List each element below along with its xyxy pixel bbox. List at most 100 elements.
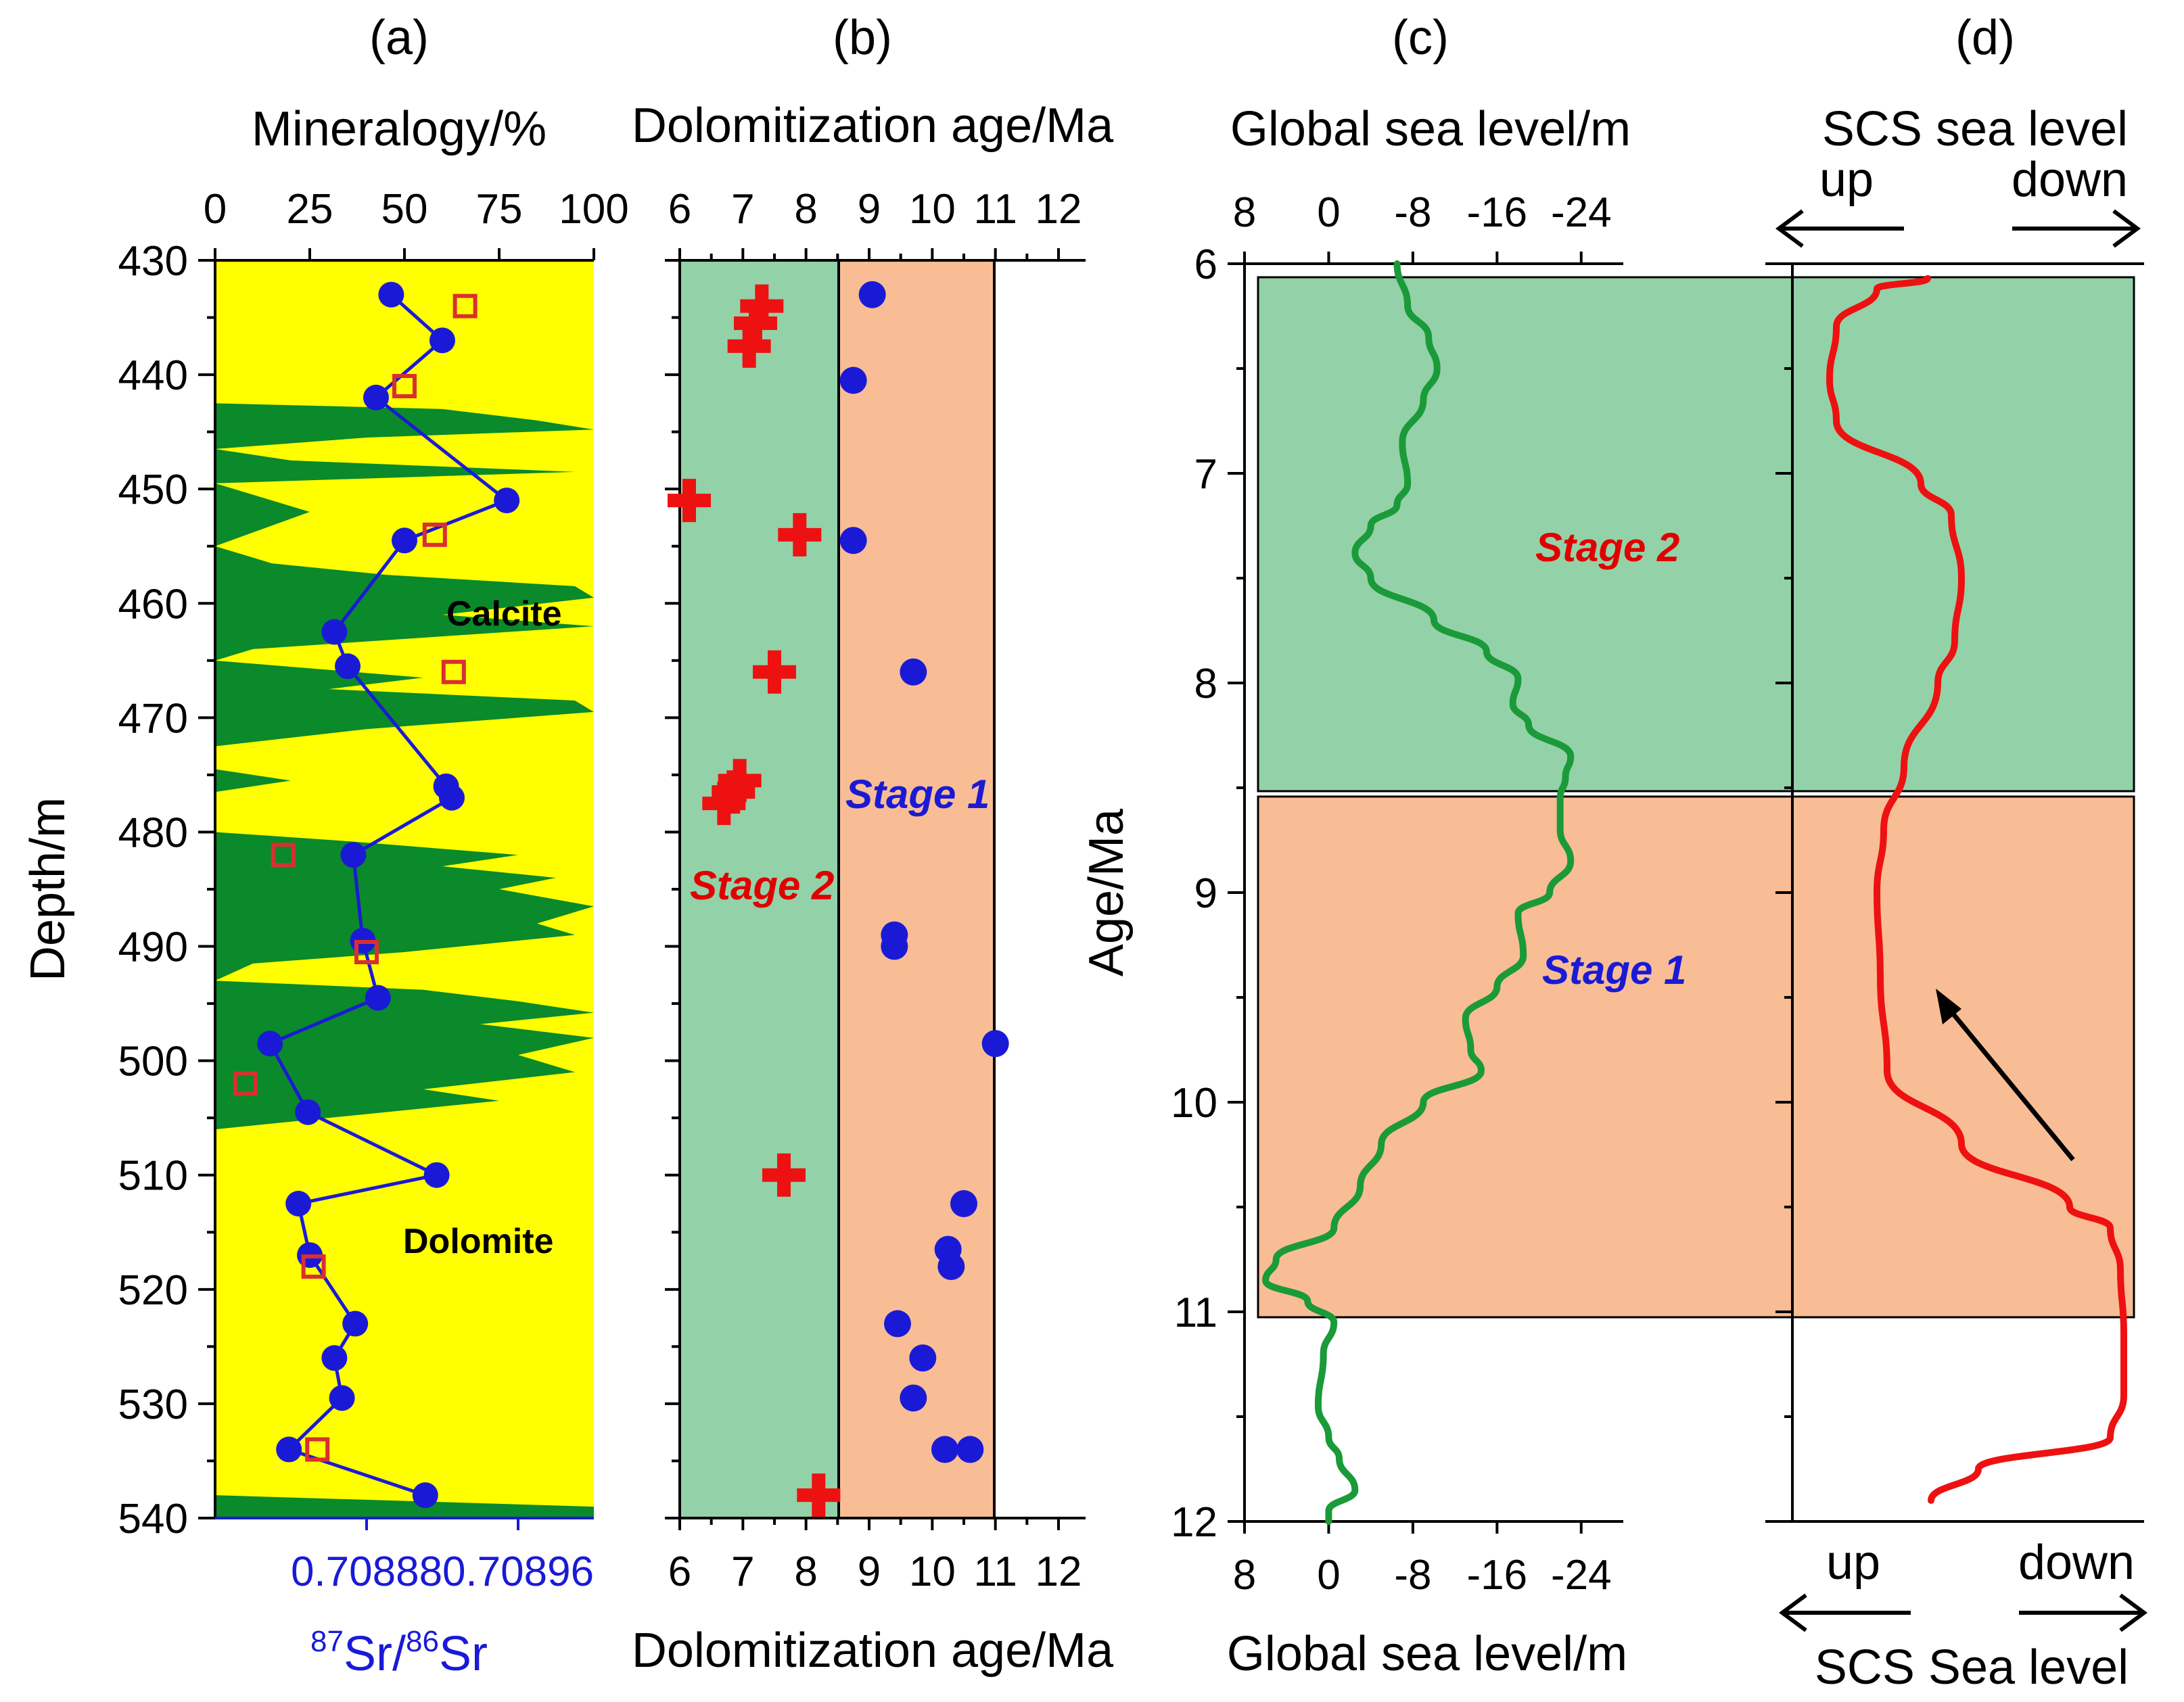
sr-point (412, 1482, 438, 1509)
tick-label: 7 (731, 186, 754, 233)
panel-c: 6 7 8 9 10 11 12 8 0 -8 -16 -24 8 0 -8 -16 -24 Stage 2… (1079, 102, 2135, 1681)
tick-label: 75 (476, 186, 523, 233)
d-bottom-down: down (2018, 1536, 2135, 1590)
stage2-label-b: Stage 2 (690, 863, 834, 908)
d-bottom-arrows (1778, 1593, 2148, 1632)
tick-label: 6 (668, 1549, 691, 1595)
stage2-point (797, 1473, 841, 1517)
sr-point (285, 1191, 312, 1216)
tick-label: 430 (118, 238, 188, 285)
stage2-point (712, 770, 756, 814)
mineralogy-point (354, 940, 379, 964)
tick-label: 490 (118, 924, 188, 971)
d-bottom-up: up (1826, 1536, 1880, 1590)
sr-sup-87: 87 (310, 1625, 344, 1658)
tick-label: 50 (381, 186, 428, 233)
tick-label: 6 (1194, 241, 1217, 288)
stage2-point (702, 782, 746, 826)
panel-b-left-ticks (665, 259, 680, 1519)
d-top-up: up (1819, 153, 1874, 207)
tick-label: 9 (858, 186, 881, 233)
tick-label: 500 (118, 1039, 188, 1085)
stage2-label-c: Stage 2 (1535, 525, 1679, 570)
mineralogy-point (271, 843, 296, 868)
d-top-down: down (2012, 153, 2128, 207)
calcite-area (215, 260, 594, 1518)
tick-label: 12 (1036, 186, 1082, 233)
stage1-point (858, 281, 886, 308)
tick-label: 510 (118, 1153, 188, 1200)
mineralogy-point (422, 522, 447, 547)
stage1-point (950, 1190, 977, 1217)
tick-label: 8 (1194, 661, 1217, 707)
stage2-point (762, 1153, 806, 1197)
d-top-label: SCS sea level (1822, 102, 2128, 156)
mineralogy-point (301, 1254, 326, 1279)
age-dots (839, 281, 1009, 1463)
sr-point (342, 1310, 369, 1337)
tick-label: 10 (1171, 1080, 1217, 1127)
stage1-label-b: Stage 1 (845, 772, 990, 817)
stage2-point (727, 324, 771, 368)
panel-a-top-ticks: 0 25 50 75 100 (204, 186, 629, 260)
global-sea-level-curve (1262, 260, 1575, 1525)
mineralogy-axis-label: Mineralogy/% (252, 102, 547, 156)
depth-axis-label: Depth/m (21, 797, 75, 981)
panel-a-label: (a) (369, 11, 429, 65)
panel-c-bottom-ticks: 8 0 -8 -16 -24 (1233, 1521, 1612, 1599)
stage1-point (900, 1384, 927, 1412)
panel-a: Calcite Dolomite 0 25 50 75 100 430 440 450 460… (21, 102, 629, 1681)
d-top-arrows (1775, 209, 2141, 248)
tick-label: 440 (118, 352, 188, 399)
panel-b-top-ticks: 6 7 8 9 10 11 12 (668, 186, 1082, 260)
panel-b-bottom-ticks: 6 7 8 9 10 11 12 (668, 1518, 1082, 1595)
stage2-point (734, 302, 777, 345)
b-top-label: Dolomitization age/Ma (632, 99, 1114, 153)
stage2-band-cd (1257, 276, 2135, 793)
tick-label: 450 (118, 467, 188, 513)
panel-b: 6 7 8 9 10 11 12 6 7 8 9 10 11 12 Stage 1 Stage 2 Do… (632, 99, 1114, 1678)
tick-label: 520 (118, 1267, 188, 1314)
tick-label: 7 (1194, 451, 1217, 498)
panel-c-top-ticks: 8 0 -8 -16 -24 (1233, 189, 1612, 264)
tick-label: 8 (1233, 1552, 1256, 1599)
sr-point (429, 327, 455, 354)
tick-label: -8 (1394, 189, 1431, 236)
sr-sup-86: 86 (406, 1625, 439, 1658)
stage2-point (778, 513, 822, 557)
stage1-point (937, 1253, 965, 1280)
tick-label: 11 (1174, 1290, 1217, 1336)
tick-label: -16 (1467, 1552, 1528, 1599)
sr-end: Sr (439, 1627, 488, 1681)
stage1-band-cd (1257, 795, 2135, 1319)
tick-label: 0 (1317, 189, 1340, 236)
tick-label: 0.70888 (291, 1549, 442, 1595)
tick-label: 540 (118, 1496, 188, 1542)
tick-label: 6 (668, 186, 691, 233)
sr-point (423, 1162, 450, 1188)
panel-b-label: (b) (833, 11, 892, 65)
sr-point (321, 1345, 348, 1371)
stage1-point (881, 932, 908, 960)
stage1-point (839, 527, 867, 554)
sr-point (321, 619, 348, 645)
panel-d-ticks (1775, 262, 1792, 1523)
stage1-point (956, 1436, 984, 1463)
stage2-point (753, 650, 796, 694)
tick-label: 9 (1194, 870, 1217, 917)
mineralogy-point (305, 1437, 330, 1462)
tick-label: -8 (1394, 1552, 1431, 1599)
sr-point (494, 488, 520, 514)
mineralogy-point (452, 293, 478, 318)
d-bottom-label: SCS Sea level (1815, 1640, 2129, 1695)
panel-a-y-ticks: 430 440 450 460 470 480 490 500 510 520 530 540 (118, 238, 215, 1542)
tick-label: 9 (858, 1549, 881, 1595)
stage1-point (981, 1030, 1009, 1058)
tick-label: 0.70896 (442, 1549, 594, 1595)
age-crosses (668, 284, 841, 1517)
b-bottom-label: Dolomitization age/Ma (632, 1624, 1114, 1678)
mineralogy-point (441, 659, 466, 684)
sr-point (335, 653, 361, 680)
stage1-label-c: Stage 1 (1542, 947, 1686, 993)
